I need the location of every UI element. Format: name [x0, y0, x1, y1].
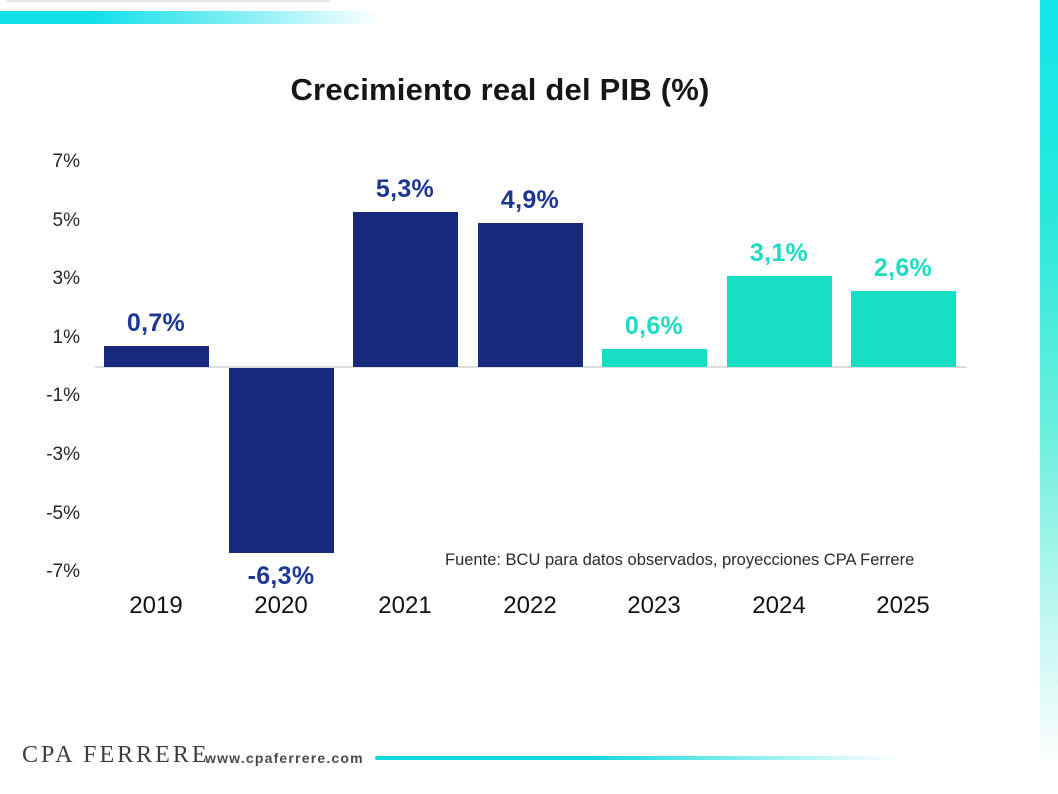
- x-tick-label: 2021: [378, 592, 432, 619]
- bar-value-label: 5,3%: [375, 174, 435, 203]
- x-tick-label: 2024: [752, 592, 806, 619]
- bar-2023: [601, 349, 707, 367]
- y-tick-label: 7%: [52, 150, 80, 172]
- source-note: Fuente: BCU para datos observados, proye…: [445, 551, 915, 569]
- right-accent-gradient-bar: [1040, 0, 1058, 794]
- x-tick-label: 2025: [876, 592, 930, 619]
- bar-2025: [850, 290, 956, 367]
- y-tick-label: -5%: [46, 502, 80, 524]
- plot-area: 7% 5% 3% 1% -1% -3% -5% -7% 0,7% 2019 -6,3% 2020 5,3…: [46, 150, 967, 619]
- bar-value-label: 4,9%: [500, 186, 560, 215]
- y-tick-label: -7%: [46, 561, 80, 583]
- bar-2021: [352, 211, 458, 367]
- company-website: www.cpaferrere.com: [205, 750, 364, 766]
- bar-value-label: 0,6%: [624, 312, 684, 341]
- y-tick-label: -3%: [46, 443, 80, 465]
- top-accent-gradient-bar: [0, 11, 392, 24]
- y-tick-label: 1%: [52, 326, 80, 348]
- top-hairline-accent: [7, 0, 330, 2]
- chart-title: Crecimiento real del PIB (%): [290, 72, 710, 107]
- company-logo: CPA FERRERE: [22, 742, 210, 768]
- bar-2019: [103, 346, 209, 367]
- footer-accent-line: [375, 756, 915, 760]
- bar-value-label: 2,6%: [873, 253, 933, 282]
- y-tick-label: -1%: [46, 385, 80, 407]
- bar-2022: [477, 223, 583, 367]
- bar-value-label: -6,3%: [247, 561, 315, 590]
- y-tick-label: 3%: [52, 268, 80, 290]
- x-tick-label: 2019: [129, 592, 183, 619]
- bar-2024: [726, 276, 832, 367]
- y-tick-label: 5%: [52, 209, 80, 231]
- bar-value-label: 0,7%: [126, 309, 186, 338]
- x-axis-line: [95, 366, 967, 368]
- bar-2020: [228, 368, 334, 553]
- bar-value-label: 3,1%: [749, 239, 809, 268]
- x-tick-label: 2023: [627, 592, 681, 619]
- x-tick-label: 2020: [254, 592, 308, 619]
- x-tick-label: 2022: [503, 592, 557, 619]
